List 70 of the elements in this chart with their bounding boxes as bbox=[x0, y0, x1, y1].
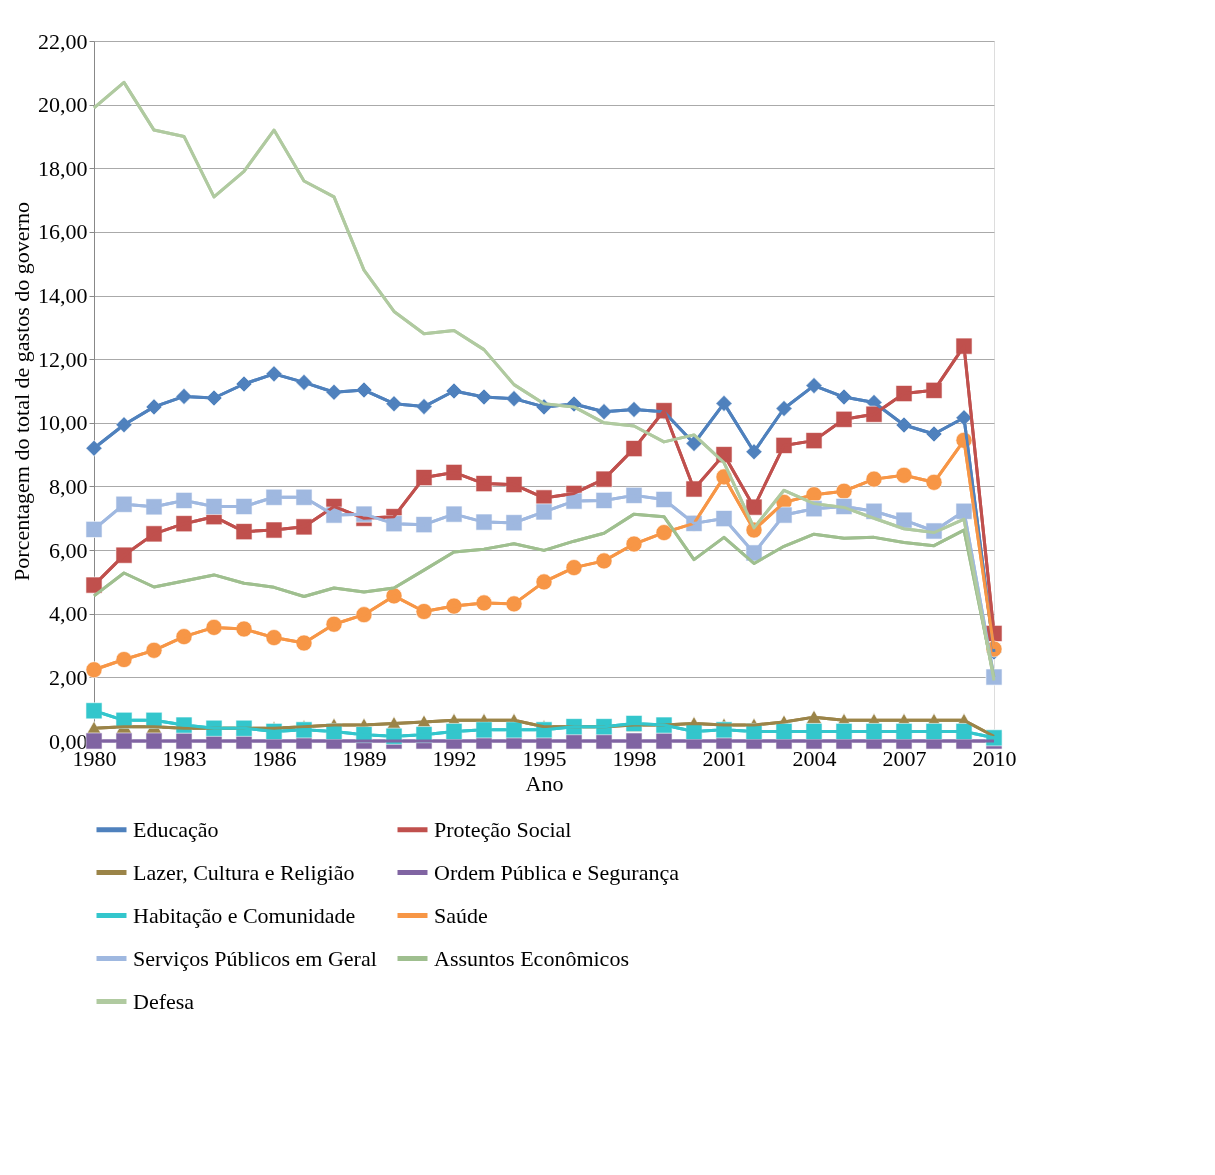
point bbox=[925, 723, 943, 740]
y-tick-label: 2,00 bbox=[49, 664, 88, 690]
point bbox=[85, 661, 103, 679]
x-tick-label: 1998 bbox=[612, 745, 657, 771]
point bbox=[85, 702, 103, 720]
point bbox=[955, 337, 973, 355]
point bbox=[265, 488, 283, 506]
point bbox=[625, 732, 643, 750]
legend-label: Serviços Públicos em Geral bbox=[133, 945, 377, 971]
y-tick-label: 6,00 bbox=[49, 537, 88, 563]
point bbox=[625, 487, 643, 504]
point bbox=[235, 498, 253, 515]
x-tick-label: 1986 bbox=[252, 745, 297, 771]
point bbox=[895, 723, 913, 740]
x-tick-label: 1992 bbox=[432, 745, 477, 771]
y-tick-label: 16,00 bbox=[38, 219, 88, 245]
y-tick-label: 18,00 bbox=[38, 155, 88, 181]
point bbox=[595, 470, 613, 488]
point bbox=[145, 732, 163, 750]
point bbox=[505, 514, 523, 532]
point bbox=[145, 498, 163, 516]
legend-label: Educação bbox=[133, 816, 219, 842]
legend-label: Ordem Pública e Segurança bbox=[434, 859, 680, 885]
point bbox=[865, 723, 883, 740]
y-tick-label: 22,00 bbox=[38, 28, 88, 54]
point bbox=[475, 513, 493, 531]
x-axis-title: Ano bbox=[525, 770, 564, 796]
legend-label: Lazer, Cultura e Religião bbox=[133, 859, 355, 885]
legend-label: Assuntos Econômicos bbox=[434, 945, 629, 971]
point bbox=[475, 475, 493, 492]
y-tick-label: 8,00 bbox=[49, 473, 88, 499]
point bbox=[805, 723, 823, 740]
point bbox=[175, 515, 193, 533]
legend-label: Habitação e Comunidade bbox=[133, 902, 356, 928]
point bbox=[415, 516, 433, 533]
x-tick-label: 1983 bbox=[162, 745, 207, 771]
point bbox=[85, 521, 103, 538]
x-tick-label: 2001 bbox=[702, 745, 747, 771]
point bbox=[85, 732, 103, 750]
point bbox=[175, 492, 193, 509]
x-tick-label: 2004 bbox=[792, 745, 837, 771]
point bbox=[115, 546, 133, 564]
x-tick-label: 2010 bbox=[972, 745, 1017, 771]
y-tick-label: 20,00 bbox=[38, 92, 88, 118]
point bbox=[145, 525, 163, 543]
point bbox=[445, 464, 463, 481]
point bbox=[535, 503, 553, 521]
point bbox=[685, 480, 703, 498]
point bbox=[265, 521, 283, 539]
y-tick-label: 10,00 bbox=[38, 410, 88, 436]
x-tick-label: 1989 bbox=[342, 745, 387, 771]
x-tick-label: 2007 bbox=[882, 745, 927, 771]
point bbox=[115, 732, 133, 750]
y-tick-label: 4,00 bbox=[49, 601, 88, 627]
y-axis-title: Porcentagem do total de gastos do governo bbox=[9, 202, 34, 581]
y-tick-label: 14,00 bbox=[38, 283, 88, 309]
point bbox=[835, 723, 853, 740]
point bbox=[595, 492, 613, 509]
point bbox=[445, 723, 463, 740]
point bbox=[475, 721, 493, 739]
legend-label: Proteção Social bbox=[434, 816, 572, 842]
legend-label: Defesa bbox=[133, 988, 195, 1014]
point bbox=[85, 439, 103, 457]
legend-label: Saúde bbox=[434, 902, 488, 928]
point bbox=[85, 576, 103, 594]
x-tick-label: 1995 bbox=[522, 745, 567, 771]
y-tick-label: 12,00 bbox=[38, 346, 88, 372]
point bbox=[295, 518, 313, 536]
point bbox=[205, 498, 223, 515]
point bbox=[445, 505, 463, 523]
